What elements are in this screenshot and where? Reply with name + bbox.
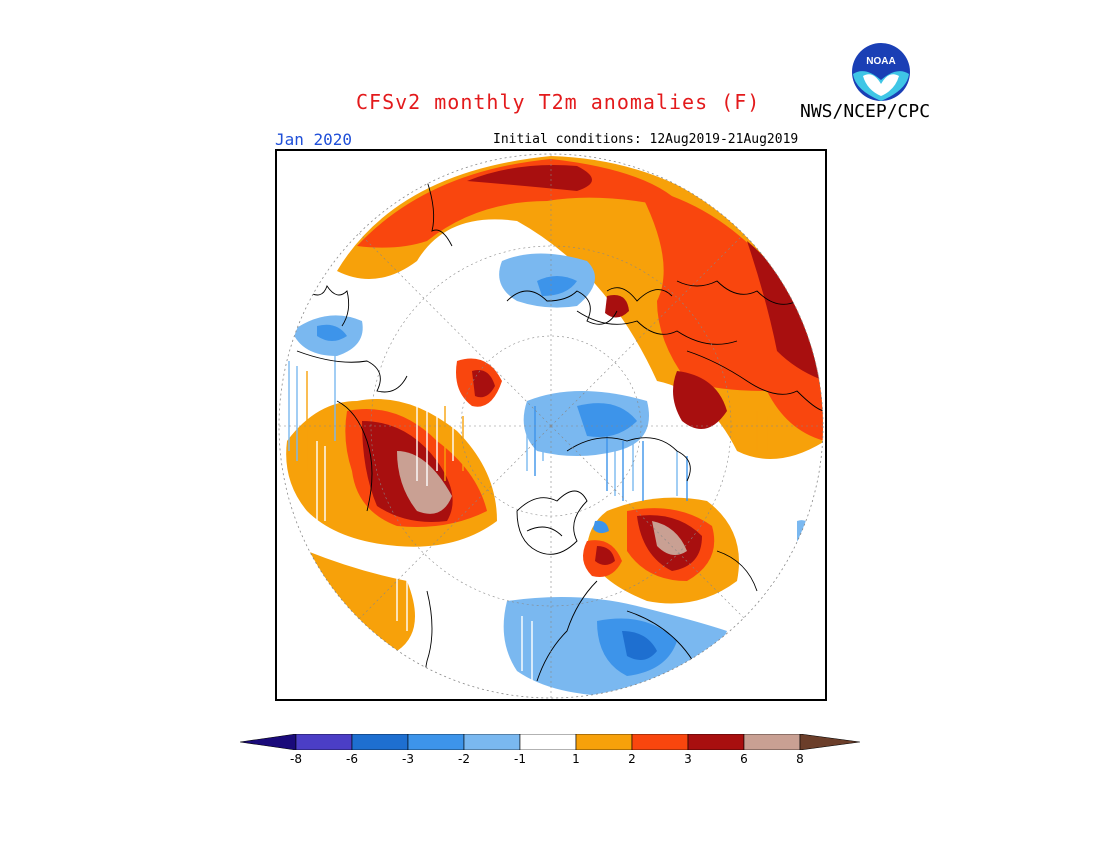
initial-conditions-label: Initial conditions: 12Aug2019-21Aug2019 bbox=[493, 132, 799, 147]
anomaly-region bbox=[317, 324, 347, 341]
anomaly-region bbox=[307, 551, 415, 651]
color-bar bbox=[240, 734, 860, 750]
colorbar-label: -1 bbox=[514, 752, 526, 766]
anomaly-region bbox=[637, 186, 823, 441]
chart-title: CFSv2 monthly T2m anomalies (F) bbox=[356, 90, 761, 114]
month-label: Jan 2020 bbox=[275, 130, 353, 149]
map-frame bbox=[275, 149, 827, 701]
anomaly-region bbox=[472, 370, 495, 398]
anomaly-region bbox=[595, 546, 615, 565]
anomaly-region bbox=[622, 631, 657, 660]
colorbar-arrow-high bbox=[799, 734, 860, 750]
anomaly-region bbox=[673, 371, 727, 429]
colorbar-label: -6 bbox=[346, 752, 358, 766]
colorbar-label: -2 bbox=[458, 752, 470, 766]
anomaly-region bbox=[577, 403, 637, 437]
colorbar-label: 1 bbox=[572, 752, 580, 766]
anomaly-region bbox=[397, 451, 452, 514]
colorbar-label: -8 bbox=[290, 752, 302, 766]
anomaly-map bbox=[278, 153, 824, 699]
anomaly-region bbox=[605, 295, 629, 318]
organization-label: NWS/NCEP/CPC bbox=[800, 101, 931, 122]
colorbar-label: 6 bbox=[740, 752, 748, 766]
logo-text: NOAA bbox=[866, 56, 895, 67]
streak-artifacts bbox=[288, 351, 768, 681]
noaa-logo-icon: NOAA bbox=[850, 41, 912, 103]
colorbar-label: 2 bbox=[628, 752, 636, 766]
anomaly-region bbox=[652, 521, 687, 555]
anomaly-region bbox=[537, 276, 577, 296]
anomaly-region bbox=[797, 520, 815, 546]
colorbar-label: 3 bbox=[684, 752, 692, 766]
anomaly-region bbox=[593, 520, 609, 534]
colorbar-label: -3 bbox=[402, 752, 414, 766]
map-boundary bbox=[278, 153, 824, 699]
colorbar-label: 8 bbox=[796, 752, 804, 766]
anomaly-region bbox=[357, 159, 687, 248]
colorbar-arrow-low bbox=[240, 734, 297, 750]
anomaly-region bbox=[467, 165, 592, 191]
graticule bbox=[279, 154, 823, 698]
anomaly-region bbox=[747, 241, 823, 381]
